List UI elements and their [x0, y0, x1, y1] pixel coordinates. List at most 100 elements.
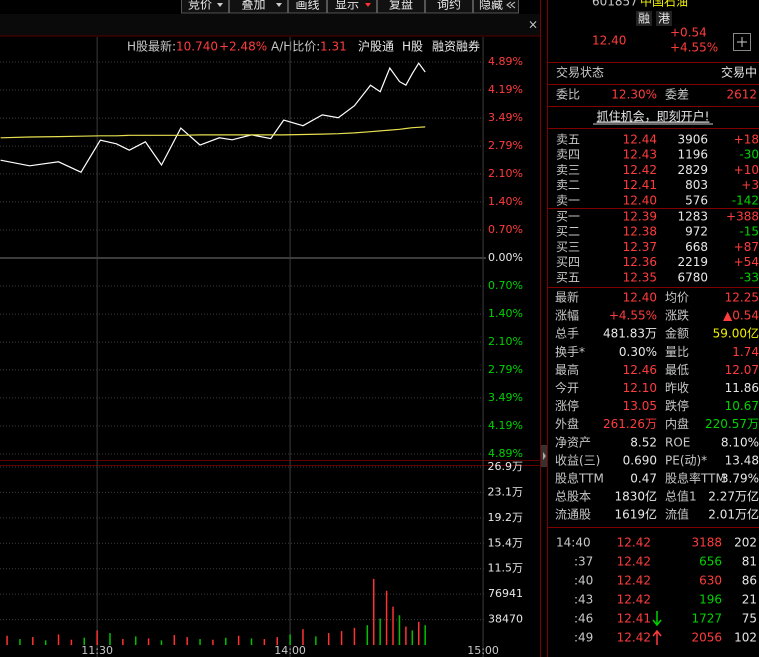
order-volume: 803 — [685, 178, 708, 192]
stat-value: 13.48 — [725, 453, 759, 467]
toolbar-button[interactable] — [473, 0, 519, 14]
info-tag: 融资融券 — [432, 39, 480, 54]
stat-value: 8.52 — [630, 435, 657, 449]
stat-value: 261.26万 — [603, 417, 657, 431]
order-volume: 2219 — [677, 255, 708, 269]
volume-bar — [424, 625, 426, 645]
order-price: 12.42 — [623, 163, 657, 177]
volume-bar — [327, 633, 330, 645]
price-change-pct: +4.55% — [670, 41, 718, 55]
stat-value: 1.74 — [732, 345, 759, 359]
trade-price: 12.41 — [617, 612, 651, 626]
close-icon[interactable]: × — [528, 18, 538, 32]
stat-value: ▲0.54 — [723, 309, 759, 323]
add-button[interactable] — [733, 33, 751, 51]
y-tick-label: 19.2万 — [488, 511, 524, 524]
order-volume: 2829 — [677, 163, 708, 177]
price-line — [0, 62, 426, 173]
order-price: 12.44 — [623, 133, 657, 147]
volume-bar — [44, 640, 47, 645]
price-line — [0, 126, 426, 139]
stat-label: 股息TTM — [555, 471, 604, 486]
trade-price: 12.42 — [617, 631, 651, 645]
stat-label: 涨停 — [555, 398, 579, 413]
order-change: +3 — [741, 178, 759, 192]
volume-bar — [411, 630, 414, 645]
volume-bar — [6, 635, 8, 645]
order-volume: 972 — [685, 225, 708, 239]
info-tag: H股 — [402, 40, 423, 54]
stat-value: 8.10% — [721, 435, 759, 449]
stat-value: 0.690 — [623, 453, 657, 467]
stock-name: 中国石油 — [640, 0, 688, 9]
stat-value: 1619亿 — [614, 507, 657, 522]
badge — [636, 11, 652, 26]
tab-strip — [0, 14, 540, 36]
toolbar-button[interactable] — [181, 0, 229, 14]
order-price: 12.38 — [623, 225, 657, 239]
stat-label: 最新 — [555, 290, 579, 305]
trade-volume: 630 — [699, 574, 722, 588]
volume-bar — [186, 637, 188, 645]
toolbar-button[interactable] — [288, 0, 327, 14]
order-level: 买四 — [556, 255, 580, 269]
volume-bar — [366, 625, 369, 645]
collapse-icon — [506, 1, 516, 9]
promo-link: 抓住机会，即刻开户! — [597, 109, 710, 124]
up-arrow — [652, 629, 662, 645]
toolbar-button[interactable] — [229, 0, 288, 14]
volume-bar — [134, 636, 137, 645]
price-change: +0.54 — [670, 26, 707, 40]
y-tick-label: 1.40% — [488, 307, 523, 320]
stat-label: 量比 — [665, 345, 689, 359]
volume-bar — [173, 635, 176, 645]
toolbar-button-label: 叠加 — [241, 0, 265, 12]
stat-value: 2.01万亿 — [708, 507, 759, 522]
stat-label: 跌停 — [665, 398, 689, 413]
order-volume: 668 — [685, 240, 708, 254]
stat-value: 10.67 — [725, 399, 759, 413]
stat-label: 收益(三) — [555, 453, 600, 467]
volume-bar — [417, 621, 420, 645]
stat-label: 流通股 — [555, 508, 591, 522]
y-tick-label: 4.89% — [488, 55, 523, 68]
stat-value: 12.07 — [725, 363, 759, 377]
info-label: H股最新: — [127, 39, 176, 54]
dropdown-arrow — [365, 3, 371, 7]
order-level: 卖三 — [556, 163, 580, 177]
toolbar-button[interactable] — [327, 0, 377, 14]
volume-bar — [122, 639, 124, 645]
order-price: 12.43 — [623, 148, 657, 162]
volume-bar — [19, 639, 21, 645]
volume-bar — [96, 630, 98, 645]
volume-bar — [70, 639, 73, 645]
volume-bar — [372, 578, 375, 645]
stat-value: 13.05 — [623, 399, 657, 413]
dropdown-arrow — [276, 3, 282, 7]
y-tick-label: 26.9万 — [488, 460, 524, 473]
x-tick-label: 14:00 — [274, 644, 306, 657]
trade-volume: 196 — [699, 593, 722, 607]
stat-value: 11.86 — [725, 381, 759, 395]
info-label: A/H比价: — [271, 40, 320, 54]
trade-volume: 1727 — [691, 612, 722, 626]
status-label: 交易状态 — [556, 65, 604, 80]
stat-value: 2.27万亿 — [708, 489, 759, 504]
trade-time: :49 — [574, 631, 593, 645]
toolbar-button[interactable] — [377, 0, 425, 14]
volume-bar — [398, 615, 401, 645]
trade-time: :43 — [574, 593, 593, 607]
toolbar-button[interactable] — [425, 0, 473, 14]
order-price: 12.40 — [623, 193, 657, 207]
info-value: 1.31 — [320, 40, 347, 54]
stat-value: 12.10 — [623, 381, 657, 395]
order-level: 卖二 — [556, 178, 580, 192]
trade-price: 12.42 — [617, 536, 651, 550]
trade-volume: 3188 — [691, 536, 722, 550]
order-level: 买五 — [556, 270, 580, 284]
trade-time: 14:40 — [556, 536, 591, 550]
order-price: 12.35 — [623, 270, 657, 284]
order-price: 12.37 — [623, 240, 657, 254]
